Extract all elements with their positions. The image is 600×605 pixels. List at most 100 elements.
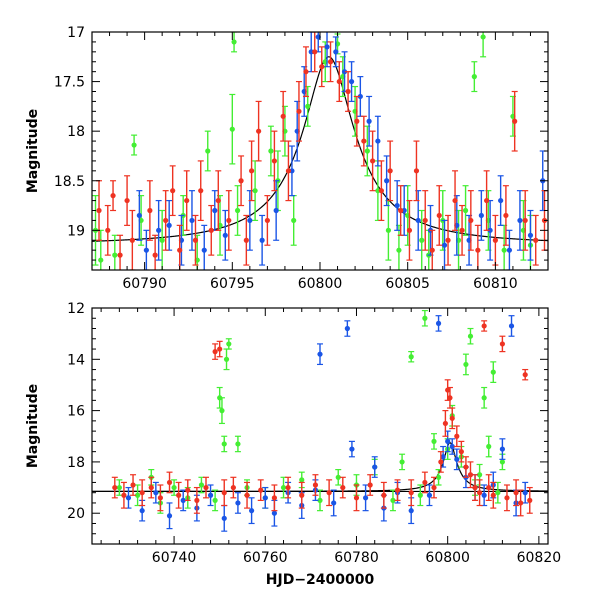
data-point xyxy=(185,487,191,493)
data-point xyxy=(508,323,515,329)
data-point xyxy=(449,443,455,450)
data-point xyxy=(492,237,498,243)
data-point xyxy=(112,484,118,491)
data-point xyxy=(208,227,214,233)
data-point xyxy=(170,188,176,194)
data-point xyxy=(486,484,492,491)
data-point xyxy=(247,217,253,224)
series-0 xyxy=(116,309,506,514)
y-tick-label: 20 xyxy=(67,506,85,522)
data-point xyxy=(192,237,199,243)
data-point xyxy=(319,64,325,70)
data-point xyxy=(129,237,135,243)
data-point xyxy=(357,93,363,100)
data-point xyxy=(238,178,244,184)
data-point xyxy=(370,158,376,164)
data-point xyxy=(452,197,458,204)
data-point xyxy=(415,217,421,224)
series-2 xyxy=(111,320,533,517)
y-tick-label: 18 xyxy=(67,455,85,471)
data-point xyxy=(486,443,492,450)
data-point xyxy=(327,59,334,65)
data-point xyxy=(463,361,469,368)
data-point xyxy=(445,438,451,444)
data-point xyxy=(235,441,241,447)
data-point xyxy=(522,490,528,496)
data-point xyxy=(296,108,302,114)
data-point xyxy=(471,74,477,80)
data-point xyxy=(176,492,182,498)
data-point xyxy=(413,168,420,174)
series-1 xyxy=(136,32,546,270)
data-point xyxy=(217,346,223,352)
data-point xyxy=(234,207,241,214)
data-point xyxy=(387,168,393,174)
y-tick-label: 16 xyxy=(67,404,85,420)
data-point xyxy=(398,207,404,214)
data-point xyxy=(226,217,232,224)
data-point xyxy=(394,487,401,493)
data-point xyxy=(349,446,355,452)
data-point xyxy=(136,212,142,219)
x-tick-label: 60800 xyxy=(425,550,470,566)
data-point xyxy=(280,484,287,491)
data-point xyxy=(384,178,390,184)
top-panel: 60790 60795 60800 60805 60810 17 17.5 18 18.5 19 M… xyxy=(25,25,549,292)
data-point xyxy=(249,508,255,514)
data-point xyxy=(333,49,339,55)
data-point xyxy=(518,500,524,506)
data-point xyxy=(458,449,464,455)
data-point xyxy=(184,197,190,204)
x-tick-label: 60740 xyxy=(152,550,197,566)
data-point xyxy=(189,217,195,224)
data-point xyxy=(472,484,478,491)
data-point xyxy=(235,500,241,506)
data-point xyxy=(408,508,414,514)
data-point xyxy=(105,227,111,233)
data-point xyxy=(312,482,319,488)
data-point xyxy=(171,484,177,491)
data-point xyxy=(243,237,249,243)
x-tick-label: 60790 xyxy=(122,276,167,292)
data-point xyxy=(364,148,370,154)
data-point xyxy=(385,227,391,233)
y-axis-title: Magnitude xyxy=(25,109,41,193)
data-point xyxy=(221,441,227,447)
data-point xyxy=(156,227,162,233)
data-point xyxy=(303,69,309,75)
data-point xyxy=(345,88,351,95)
data-point xyxy=(487,227,493,233)
data-point xyxy=(440,454,446,460)
data-point xyxy=(426,492,433,498)
data-point xyxy=(299,492,305,498)
data-point xyxy=(280,113,286,119)
data-point xyxy=(527,232,534,238)
data-point xyxy=(344,325,350,332)
data-point xyxy=(226,341,232,347)
data-point xyxy=(417,492,423,498)
data-point xyxy=(506,247,513,253)
data-point xyxy=(98,257,104,263)
data-point xyxy=(533,237,539,243)
data-point xyxy=(222,232,228,238)
series-2 xyxy=(96,32,548,270)
data-point xyxy=(198,482,205,488)
data-point xyxy=(447,395,453,401)
y-tick-label: 19 xyxy=(67,223,85,239)
y-tick-label: 14 xyxy=(67,352,85,368)
data-point xyxy=(499,446,505,452)
data-point xyxy=(361,138,367,144)
data-point xyxy=(166,513,173,519)
data-point xyxy=(517,217,523,224)
data-point xyxy=(212,349,218,355)
data-point xyxy=(207,492,214,498)
data-point xyxy=(291,217,297,224)
data-point xyxy=(438,459,444,465)
data-point xyxy=(221,515,227,521)
data-point xyxy=(125,495,132,501)
data-point xyxy=(336,78,342,85)
data-point xyxy=(273,207,279,214)
data-point xyxy=(223,356,230,362)
data-point xyxy=(375,138,381,144)
data-point xyxy=(130,482,136,488)
